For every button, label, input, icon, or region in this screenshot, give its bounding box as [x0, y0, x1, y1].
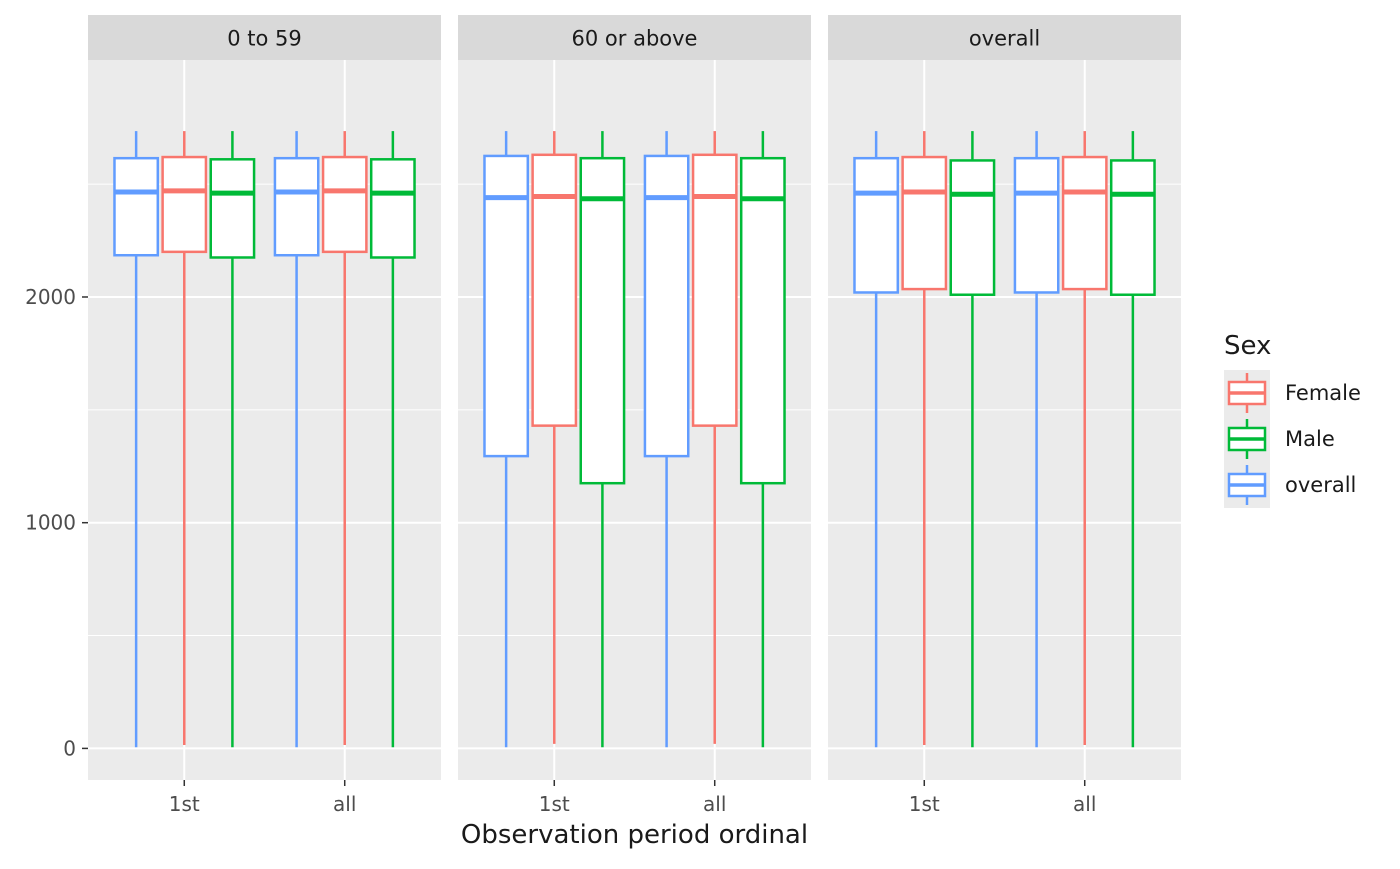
box-male-all-body	[369, 158, 416, 259]
box-female-all-body	[1061, 155, 1108, 291]
box-male-1st-body	[949, 159, 996, 296]
box-male-1st-body	[209, 158, 256, 259]
box-female-1st-body	[901, 155, 948, 291]
box-overall-1st-body	[853, 156, 900, 294]
facet-strip-label-2: 60 or above	[572, 27, 698, 51]
box-male-all-body	[739, 156, 786, 485]
legend: Sex Female Male overall	[1224, 328, 1394, 508]
facet-strip-label-1: 0 to 59	[227, 27, 302, 51]
box-overall-1st-body	[483, 154, 530, 458]
legend-item-overall: overall	[1224, 462, 1394, 508]
box-overall-all-body	[1013, 156, 1060, 294]
x-tick-label: all	[703, 792, 726, 816]
facet-strip-2	[458, 15, 811, 60]
y-tick-label: 0	[63, 736, 76, 760]
facet-strip-label-3: overall	[969, 27, 1040, 51]
legend-key-male	[1224, 416, 1270, 462]
x-tick-label: all	[333, 792, 356, 816]
box-female-1st-body	[161, 155, 208, 254]
legend-item-male: Male	[1224, 416, 1394, 462]
box-male-all-body	[1109, 159, 1156, 296]
legend-label-male: Male	[1285, 427, 1335, 451]
legend-label-overall: overall	[1285, 473, 1357, 497]
legend-label-female: Female	[1285, 381, 1361, 405]
box-female-1st-body	[531, 153, 578, 427]
box-female-all-body	[691, 153, 738, 427]
x-tick-label: 1st	[169, 792, 200, 816]
facet-strip-1	[88, 15, 441, 60]
x-tick-label: 1st	[539, 792, 570, 816]
box-female-all-body	[321, 155, 368, 254]
box-overall-all-body	[273, 156, 320, 257]
y-tick-label: 2000	[25, 285, 76, 309]
legend-title: Sex	[1224, 331, 1272, 361]
legend-key-female	[1224, 370, 1270, 416]
box-overall-1st-body	[113, 156, 160, 257]
legend-item-female: Female	[1224, 370, 1394, 416]
x-axis-title: Observation period ordinal	[461, 820, 808, 850]
legend-key-overall	[1224, 462, 1270, 508]
box-overall-all-body	[643, 154, 690, 458]
facet-strip-3	[828, 15, 1181, 60]
x-tick-label: all	[1073, 792, 1096, 816]
y-tick-label: 1000	[25, 511, 76, 535]
box-male-1st-body	[579, 156, 626, 485]
x-tick-label: 1st	[909, 792, 940, 816]
